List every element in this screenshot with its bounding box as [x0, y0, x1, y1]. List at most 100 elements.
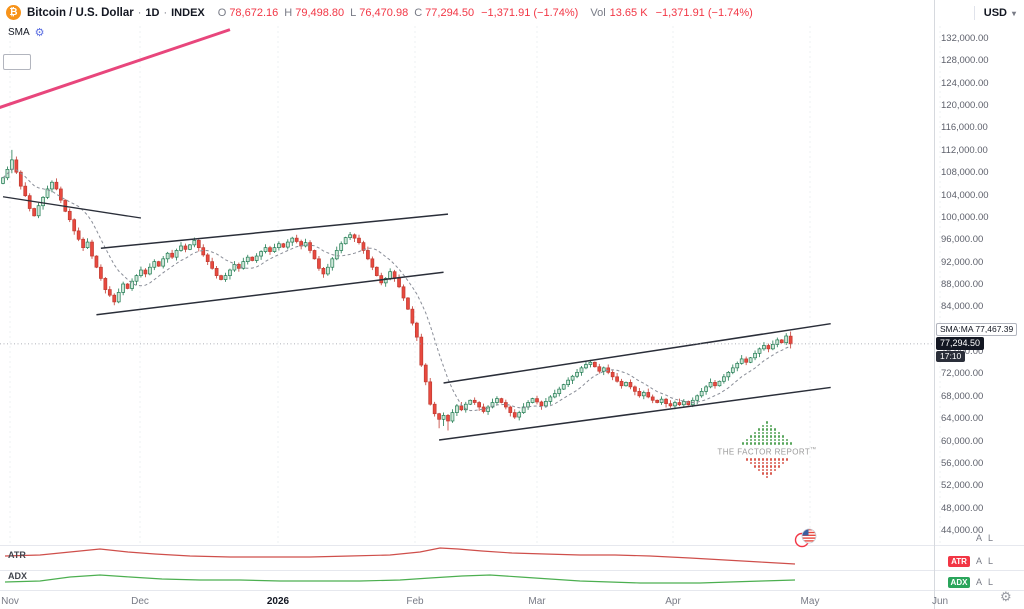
- candle-body: [410, 308, 415, 324]
- adx-line: [4, 574, 796, 584]
- time-axis-label: Jun: [931, 596, 949, 607]
- candle-body: [446, 415, 450, 422]
- candle-body: [352, 234, 357, 239]
- list-button[interactable]: L: [988, 533, 994, 543]
- candle-body: [784, 335, 789, 344]
- close-label: C: [414, 6, 423, 19]
- list-button[interactable]: L: [988, 556, 994, 566]
- candle-body: [499, 398, 504, 403]
- time-axis[interactable]: Nov Dec 2026 Feb Mar Apr May Jun: [0, 591, 948, 609]
- candle-body: [486, 406, 490, 412]
- currency-label[interactable]: USD: [983, 7, 1007, 19]
- alert-button[interactable]: A: [976, 577, 983, 587]
- candle-body: [713, 382, 717, 387]
- candle-body: [762, 345, 766, 350]
- candle-body: [704, 386, 708, 392]
- high-value: 79,498.80: [295, 6, 345, 19]
- candle-body: [401, 286, 406, 299]
- candle-body: [708, 382, 713, 388]
- pane-control-row: ATR A L: [948, 555, 993, 567]
- factor-report-watermark: THE FACTOR REPORT™: [711, 420, 823, 479]
- candle-body: [54, 181, 59, 190]
- alert-button[interactable]: A: [976, 556, 983, 566]
- candle-body: [303, 242, 308, 247]
- trendline-channel-a-upper[interactable]: [100, 213, 449, 249]
- indicator-settings-icon[interactable]: ⚙: [34, 26, 45, 39]
- time-axis-label: 2026: [266, 596, 290, 607]
- candle-body: [161, 258, 166, 267]
- sma-legend-row[interactable]: SMA ⚙: [8, 27, 45, 38]
- candle-body: [139, 269, 143, 276]
- adx-pane-label[interactable]: ADX: [8, 571, 28, 581]
- price-axis-label: 100,000.00: [941, 211, 989, 223]
- price-axis-label: 84,000.00: [941, 301, 984, 313]
- price-axis-label: 60,000.00: [941, 435, 984, 447]
- price-axis-label: 92,000.00: [941, 256, 984, 268]
- candle-body: [27, 195, 32, 209]
- candle-body: [779, 339, 784, 344]
- candle-body: [655, 399, 660, 403]
- candle-body: [90, 241, 94, 257]
- candle-body: [85, 241, 90, 249]
- candle-body: [156, 261, 161, 267]
- price-axis-label: 52,000.00: [941, 480, 984, 492]
- us-flag-event-icon[interactable]: [794, 528, 820, 548]
- trendline-channel-b-lower[interactable]: [439, 386, 831, 441]
- candle-body: [646, 392, 651, 398]
- candle-body: [210, 261, 214, 269]
- candle-body: [552, 393, 557, 398]
- gear-icon[interactable]: ⚙: [1000, 589, 1012, 604]
- candle-body: [610, 371, 615, 378]
- time-axis-label: Feb: [406, 596, 424, 607]
- candle-body: [201, 247, 206, 256]
- candle-body: [339, 243, 344, 251]
- candle-body: [245, 256, 250, 262]
- time-axis-label: Nov: [1, 596, 19, 607]
- candle-body: [143, 269, 148, 275]
- symbol-title[interactable]: Bitcoin / U.S. Dollar: [27, 6, 134, 19]
- volume-label: Vol: [590, 6, 606, 19]
- trendline-minor-resistance[interactable]: [2, 196, 142, 219]
- candle-body: [539, 401, 544, 407]
- watermark-green-dots: [711, 421, 823, 445]
- trendline-channel-a-lower[interactable]: [96, 271, 444, 316]
- candle-body: [757, 348, 762, 354]
- currency-selector[interactable]: USD ▾: [973, 6, 1016, 20]
- price-axis-label: 108,000.00: [941, 167, 989, 179]
- atr-pane-label[interactable]: ATR: [8, 550, 26, 560]
- candle-body: [423, 364, 428, 383]
- candle-body: [592, 361, 597, 368]
- trendline-channel-b-upper[interactable]: [443, 322, 831, 384]
- price-axis-label: 56,000.00: [941, 457, 984, 469]
- candle-body: [472, 399, 477, 403]
- price-axis-label: 128,000.00: [941, 55, 989, 67]
- trendline-pink-uptrend[interactable]: [0, 28, 231, 109]
- list-button[interactable]: L: [988, 577, 994, 587]
- candle-body: [228, 269, 232, 276]
- symbol-toolbar: ₿ Bitcoin / U.S. Dollar · 1D · INDEX O 78…: [6, 5, 753, 20]
- interval-label[interactable]: 1D: [145, 6, 160, 19]
- collapsed-legend-box[interactable]: [3, 54, 31, 70]
- price-axis-label: 124,000.00: [941, 77, 989, 89]
- candle-body: [272, 247, 277, 252]
- candle-body: [99, 266, 103, 279]
- candle-body: [766, 345, 771, 350]
- candle-body: [1, 177, 5, 184]
- price-axis[interactable]: 132,000.00 128,000.00 124,000.00 120,000.00…: [935, 0, 1024, 609]
- candle-body: [107, 289, 112, 296]
- candle-body: [459, 405, 464, 411]
- atr-badge: ATR: [948, 555, 970, 567]
- candle-body: [130, 280, 134, 289]
- sma-line[interactable]: [2, 168, 791, 412]
- candle-body: [566, 379, 571, 385]
- candle-body: [775, 339, 780, 345]
- alert-button[interactable]: A: [976, 533, 983, 543]
- candle-body: [268, 247, 272, 252]
- candle-body: [41, 196, 45, 207]
- candle-body: [437, 413, 441, 420]
- candle-body: [597, 366, 602, 372]
- price-axis-label: 48,000.00: [941, 502, 984, 514]
